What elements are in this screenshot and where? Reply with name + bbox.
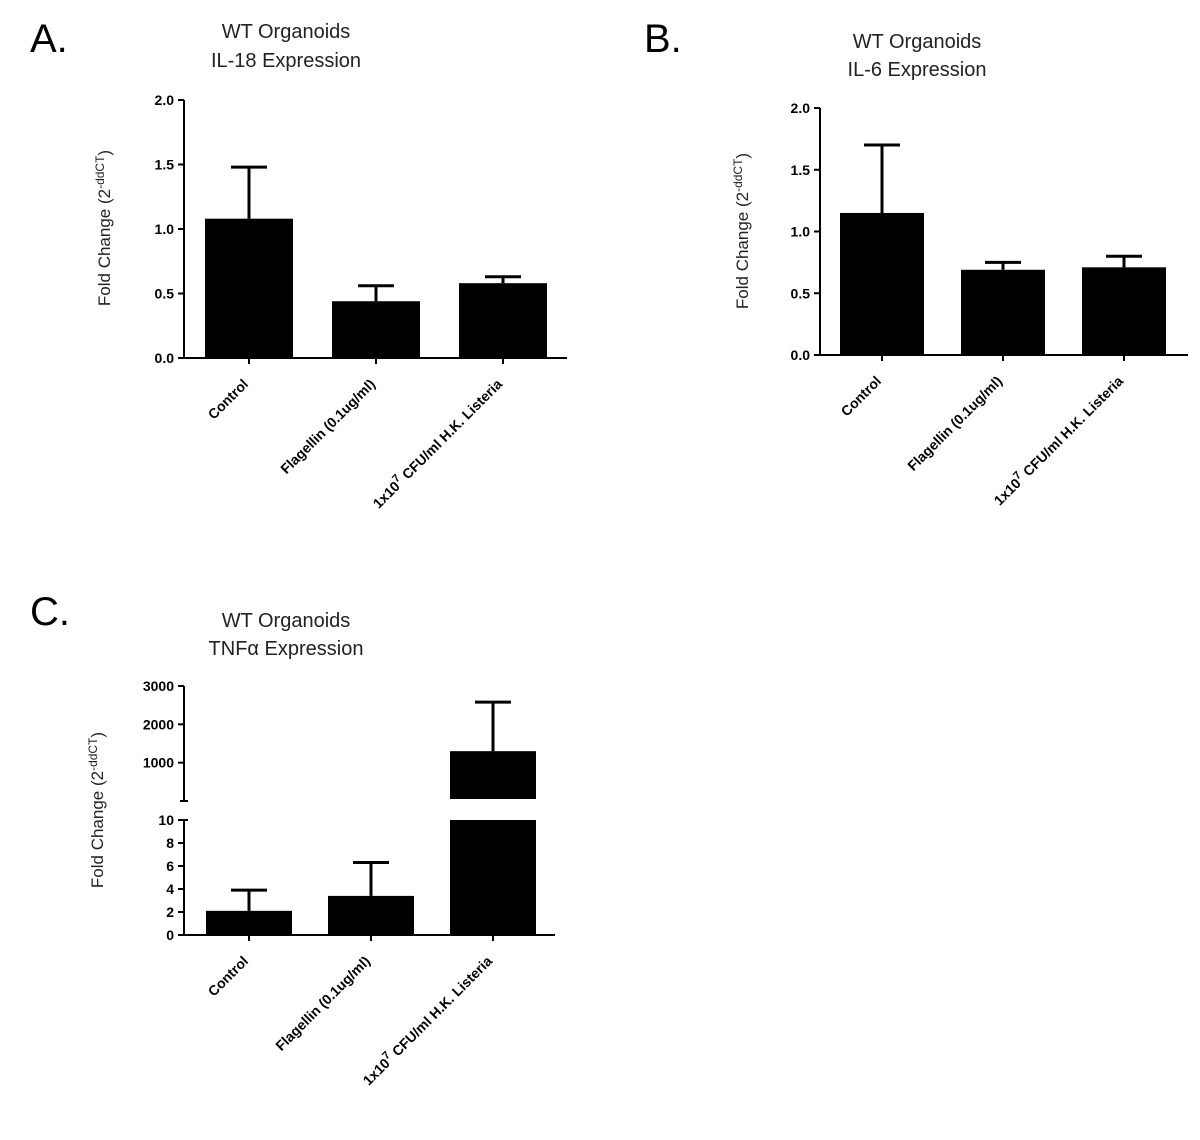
panel-b-cat-listeria: 1x107 CFU/ml H.K. Listeria [989,371,1126,508]
panel-c-lower-tick-label-3: 6 [166,858,174,874]
panel-a-cat-flagellin: Flagellin (0.1ug/ml) [277,376,378,477]
panel-a: A. WT Organoids IL-18 Expression Fold Ch… [30,17,567,511]
panel-c-bar-2-lower [450,820,536,935]
panel-b: B. WT Organoids IL-6 Expression Fold Cha… [644,17,1188,508]
panel-c-upper-tick-label-1: 2000 [143,716,174,732]
panel-c-x-ticks [248,935,494,941]
panel-b-y-tick-label-2: 1.0 [791,224,811,240]
panel-b-ylabel: Fold Change (2-ddCT) [731,153,752,309]
panel-a-bar-0 [205,218,293,358]
panel-a-y-tick-label-0: 0.0 [155,350,175,366]
panel-c-cat-flagellin: Flagellin (0.1ug/ml) [272,953,373,1054]
panel-c-lower-tick-label-4: 8 [166,835,174,851]
panel-c-subtitle: TNFα Expression [209,638,364,660]
panel-a-y-tick-label-3: 1.5 [155,157,175,173]
panel-c-ylabel: Fold Change (2-ddCT) [86,732,107,888]
panel-b-bars [840,143,1166,355]
panel-a-bars [205,165,547,358]
panel-b-x-ticks [881,355,1125,361]
panel-a-y-tick-label-1: 0.5 [155,286,175,302]
panel-b-y-tick-label-4: 2.0 [791,100,811,116]
panel-b-title: WT Organoids [853,31,982,53]
panel-c-lower-tick-label-0: 0 [166,927,174,943]
panel-c-lower-tick-label-5: 10 [158,812,174,828]
panel-c-categories: Control Flagellin (0.1ug/ml) 1x107 CFU/m… [205,951,496,1089]
panel-c: C. WT Organoids TNFα Expression Fold Cha… [30,590,555,1088]
panel-c-title: WT Organoids [222,610,351,632]
panel-b-y-tick-label-0: 0.0 [791,347,811,363]
panel-a-title: WT Organoids [222,21,351,43]
panel-b-bar-2 [1082,267,1166,355]
panel-c-bar-1 [328,895,414,935]
panel-b-y-tick-label-1: 0.5 [791,285,811,301]
panel-a-bar-1 [332,301,420,358]
panel-b-cat-flagellin: Flagellin (0.1ug/ml) [904,373,1005,474]
panel-a-ylabel: Fold Change (2-ddCT) [93,150,114,306]
panel-a-categories: Control Flagellin (0.1ug/ml) 1x107 CFU/m… [205,374,506,512]
panel-a-cat-listeria: 1x107 CFU/ml H.K. Listeria [368,374,505,511]
panel-b-letter: B. [644,17,682,61]
panel-b-subtitle: IL-6 Expression [848,59,987,81]
panel-c-cat-control: Control [205,953,252,1000]
panel-c-upper-tick-label-0: 1000 [143,755,174,771]
panel-b-categories: Control Flagellin (0.1ug/ml) 1x107 CFU/m… [838,371,1127,509]
panel-c-bars [206,700,536,935]
panel-b-y-ticks: 0.0 0.5 1.0 1.5 2.0 [791,100,820,363]
panel-b-y-tick-label-3: 1.5 [791,162,811,178]
panel-c-lower-tick-label-1: 2 [166,904,174,920]
panel-c-letter: C. [30,590,70,634]
panel-a-subtitle: IL-18 Expression [211,50,361,72]
panel-c-cat-listeria: 1x107 CFU/ml H.K. Listeria [358,951,495,1088]
panel-a-cat-control: Control [205,376,252,423]
panel-a-y-tick-label-4: 2.0 [155,92,175,108]
panel-b-bar-1 [961,269,1045,355]
panel-a-y-ticks: 0.0 0.5 1.0 1.5 2.0 [155,92,184,366]
panel-b-cat-control: Control [838,373,885,420]
panel-a-x-ticks [248,358,504,364]
panel-a-letter: A. [30,17,68,61]
panel-b-bar-0 [840,212,924,355]
panel-c-y-ticks: 0 2 4 6 8 10 1000 2000 3000 [143,678,184,943]
panel-c-lower-tick-label-2: 4 [166,881,174,897]
panel-c-bar-2-upper [450,751,536,799]
panel-c-bar-0 [206,910,292,935]
panel-c-upper-tick-label-2: 3000 [143,678,174,694]
panel-a-y-tick-label-2: 1.0 [155,221,175,237]
panel-a-bar-2 [459,283,547,358]
